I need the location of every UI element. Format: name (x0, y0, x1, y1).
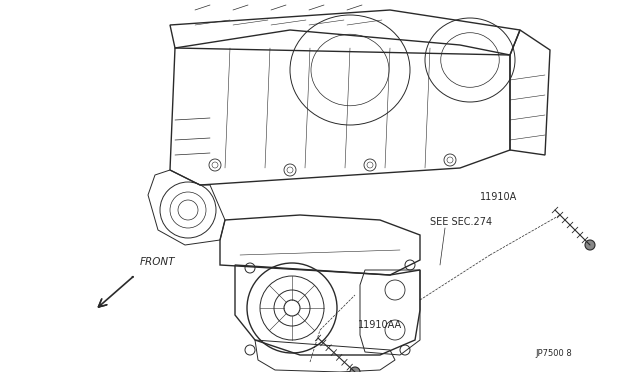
Text: FRONT: FRONT (140, 257, 175, 267)
Circle shape (350, 367, 360, 372)
Text: 11910A: 11910A (480, 192, 517, 202)
Circle shape (585, 240, 595, 250)
Text: 11910AA: 11910AA (358, 320, 402, 330)
Text: JP7500 8: JP7500 8 (535, 349, 572, 358)
Text: SEE SEC.274: SEE SEC.274 (430, 217, 492, 227)
